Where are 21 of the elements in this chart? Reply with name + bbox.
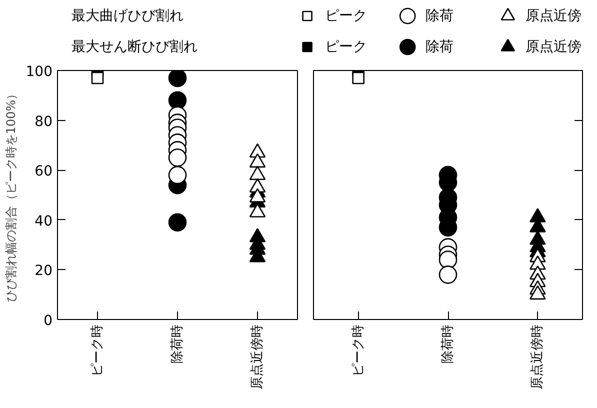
legend-label: ピーク [325, 39, 367, 55]
x-tick-label: 除荷時 [170, 324, 185, 364]
y-tick-label: 20 [34, 263, 53, 280]
legend-label: ピーク [325, 8, 367, 24]
text: 最大せん断ひび割れ [71, 39, 198, 55]
y-tick-label: 100 [26, 64, 53, 80]
y-tick-label: 0 [44, 313, 53, 329]
legend-label: 原点近傍 [526, 8, 582, 24]
legend-label: 除荷 [425, 39, 454, 55]
x-tick-label: 除荷時 [440, 324, 456, 364]
x-tick-label: 原点近傍時 [250, 324, 265, 390]
legend-label: 除荷 [425, 8, 454, 24]
legend-label: 原点近傍 [526, 39, 582, 55]
y-tick-label: 60 [34, 164, 53, 180]
x-tick-label: ピーク時 [90, 324, 105, 376]
x-tick-label: ピーク時 [350, 324, 366, 376]
text: 最大曲げひび割れ [71, 8, 184, 24]
x-tick-label: 原点近傍時 [530, 324, 546, 390]
y-axis-title: ひび割れ幅の割合（ピーク時を100%） [4, 88, 18, 302]
y-tick-label: 80 [34, 114, 53, 130]
y-tick-label: 40 [34, 213, 53, 230]
